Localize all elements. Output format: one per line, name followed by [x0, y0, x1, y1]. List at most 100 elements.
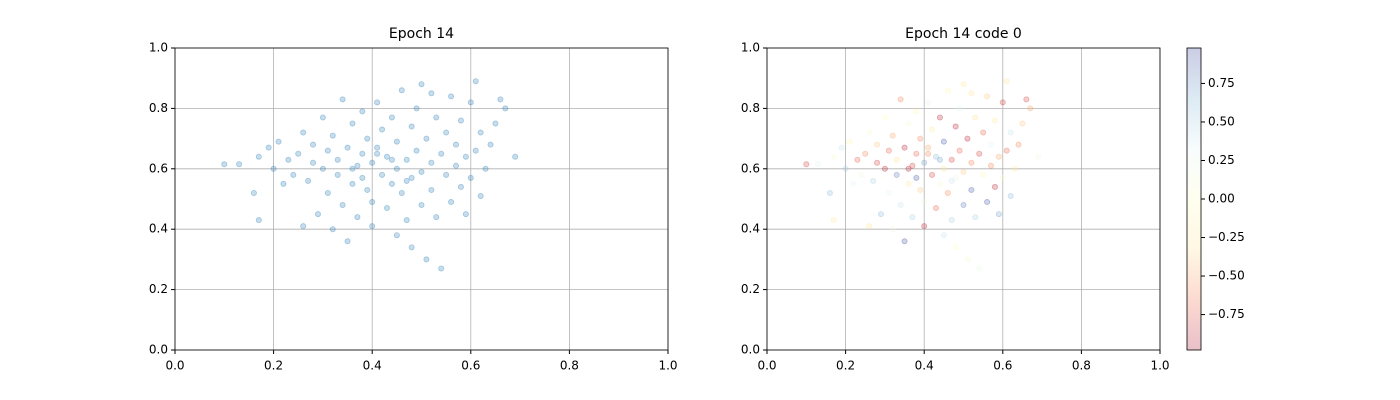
- point: [428, 159, 435, 166]
- point: [925, 150, 932, 157]
- y-tick-label: 0.4: [741, 222, 760, 236]
- point: [980, 129, 987, 136]
- point: [453, 162, 460, 169]
- point: [462, 211, 469, 218]
- point: [438, 150, 445, 157]
- point: [477, 129, 484, 136]
- point: [948, 156, 955, 163]
- colorbar-tick-label: 0.50: [1208, 114, 1235, 128]
- point: [1035, 153, 1042, 160]
- point: [838, 144, 845, 151]
- point: [334, 156, 341, 163]
- point: [379, 171, 386, 178]
- point: [881, 114, 888, 121]
- point: [314, 211, 321, 218]
- point: [1007, 192, 1014, 199]
- colorbar: [1186, 47, 1202, 351]
- point: [383, 205, 390, 212]
- point: [403, 217, 410, 224]
- point: [897, 96, 904, 103]
- point: [319, 165, 326, 172]
- point: [408, 123, 415, 130]
- point: [374, 99, 381, 106]
- point: [980, 171, 987, 178]
- point: [359, 174, 366, 181]
- point: [270, 165, 277, 172]
- x-tick-label: 1.0: [658, 359, 677, 373]
- point: [885, 189, 892, 196]
- point: [324, 189, 331, 196]
- y-tick-label: 0.2: [149, 282, 168, 296]
- point: [379, 126, 386, 133]
- point: [1027, 105, 1034, 112]
- point: [374, 150, 381, 157]
- point: [921, 223, 928, 230]
- x-tick-label: 0.0: [757, 359, 776, 373]
- point: [858, 171, 865, 178]
- point: [956, 105, 963, 112]
- point: [492, 120, 499, 127]
- point: [968, 159, 975, 166]
- point: [290, 171, 297, 178]
- point: [393, 138, 400, 145]
- point: [999, 174, 1006, 181]
- point: [960, 202, 967, 209]
- y-tick-label: 0.8: [741, 101, 760, 115]
- point: [443, 171, 450, 178]
- point: [940, 138, 947, 145]
- point: [913, 150, 920, 157]
- x-tick-label: 0.4: [915, 359, 934, 373]
- colorbar-tick-label: 0.00: [1208, 192, 1235, 206]
- point: [369, 159, 376, 166]
- point: [952, 123, 959, 130]
- point: [408, 174, 415, 181]
- point: [423, 256, 430, 263]
- x-tick-label: 0.2: [264, 359, 283, 373]
- point: [339, 96, 346, 103]
- x-tick-label: 1.0: [1150, 359, 1169, 373]
- point: [1023, 96, 1030, 103]
- y-tick-label: 0.4: [149, 222, 168, 236]
- point: [457, 183, 464, 190]
- point: [438, 265, 445, 272]
- x-tick-label: 0.2: [836, 359, 855, 373]
- colorbar-tick-label: 0.25: [1208, 153, 1235, 167]
- point: [925, 99, 932, 106]
- point: [477, 192, 484, 199]
- point: [877, 211, 884, 218]
- colorbar-tick-label: −0.75: [1208, 307, 1245, 321]
- point: [236, 161, 243, 168]
- point: [265, 144, 272, 151]
- point: [359, 108, 366, 115]
- point: [952, 174, 959, 181]
- point: [408, 244, 415, 251]
- point: [300, 223, 307, 230]
- point: [917, 135, 924, 142]
- x-tick-label: 0.8: [1072, 359, 1091, 373]
- point: [874, 159, 881, 166]
- y-tick-label: 1.0: [149, 41, 168, 55]
- point: [874, 141, 881, 148]
- point: [369, 223, 376, 230]
- y-tick-label: 0.6: [741, 161, 760, 175]
- point: [968, 186, 975, 193]
- point: [275, 138, 282, 145]
- point: [305, 177, 312, 184]
- point: [905, 120, 912, 127]
- point: [909, 214, 916, 221]
- point: [870, 177, 877, 184]
- point: [1003, 78, 1010, 85]
- point: [929, 126, 936, 133]
- point: [826, 189, 833, 196]
- point: [359, 150, 366, 157]
- point: [255, 217, 262, 224]
- point: [995, 153, 1002, 160]
- point: [428, 186, 435, 193]
- point: [393, 232, 400, 239]
- point: [1015, 141, 1022, 148]
- point: [995, 211, 1002, 218]
- point: [854, 156, 861, 163]
- point: [280, 180, 287, 187]
- point: [940, 165, 947, 172]
